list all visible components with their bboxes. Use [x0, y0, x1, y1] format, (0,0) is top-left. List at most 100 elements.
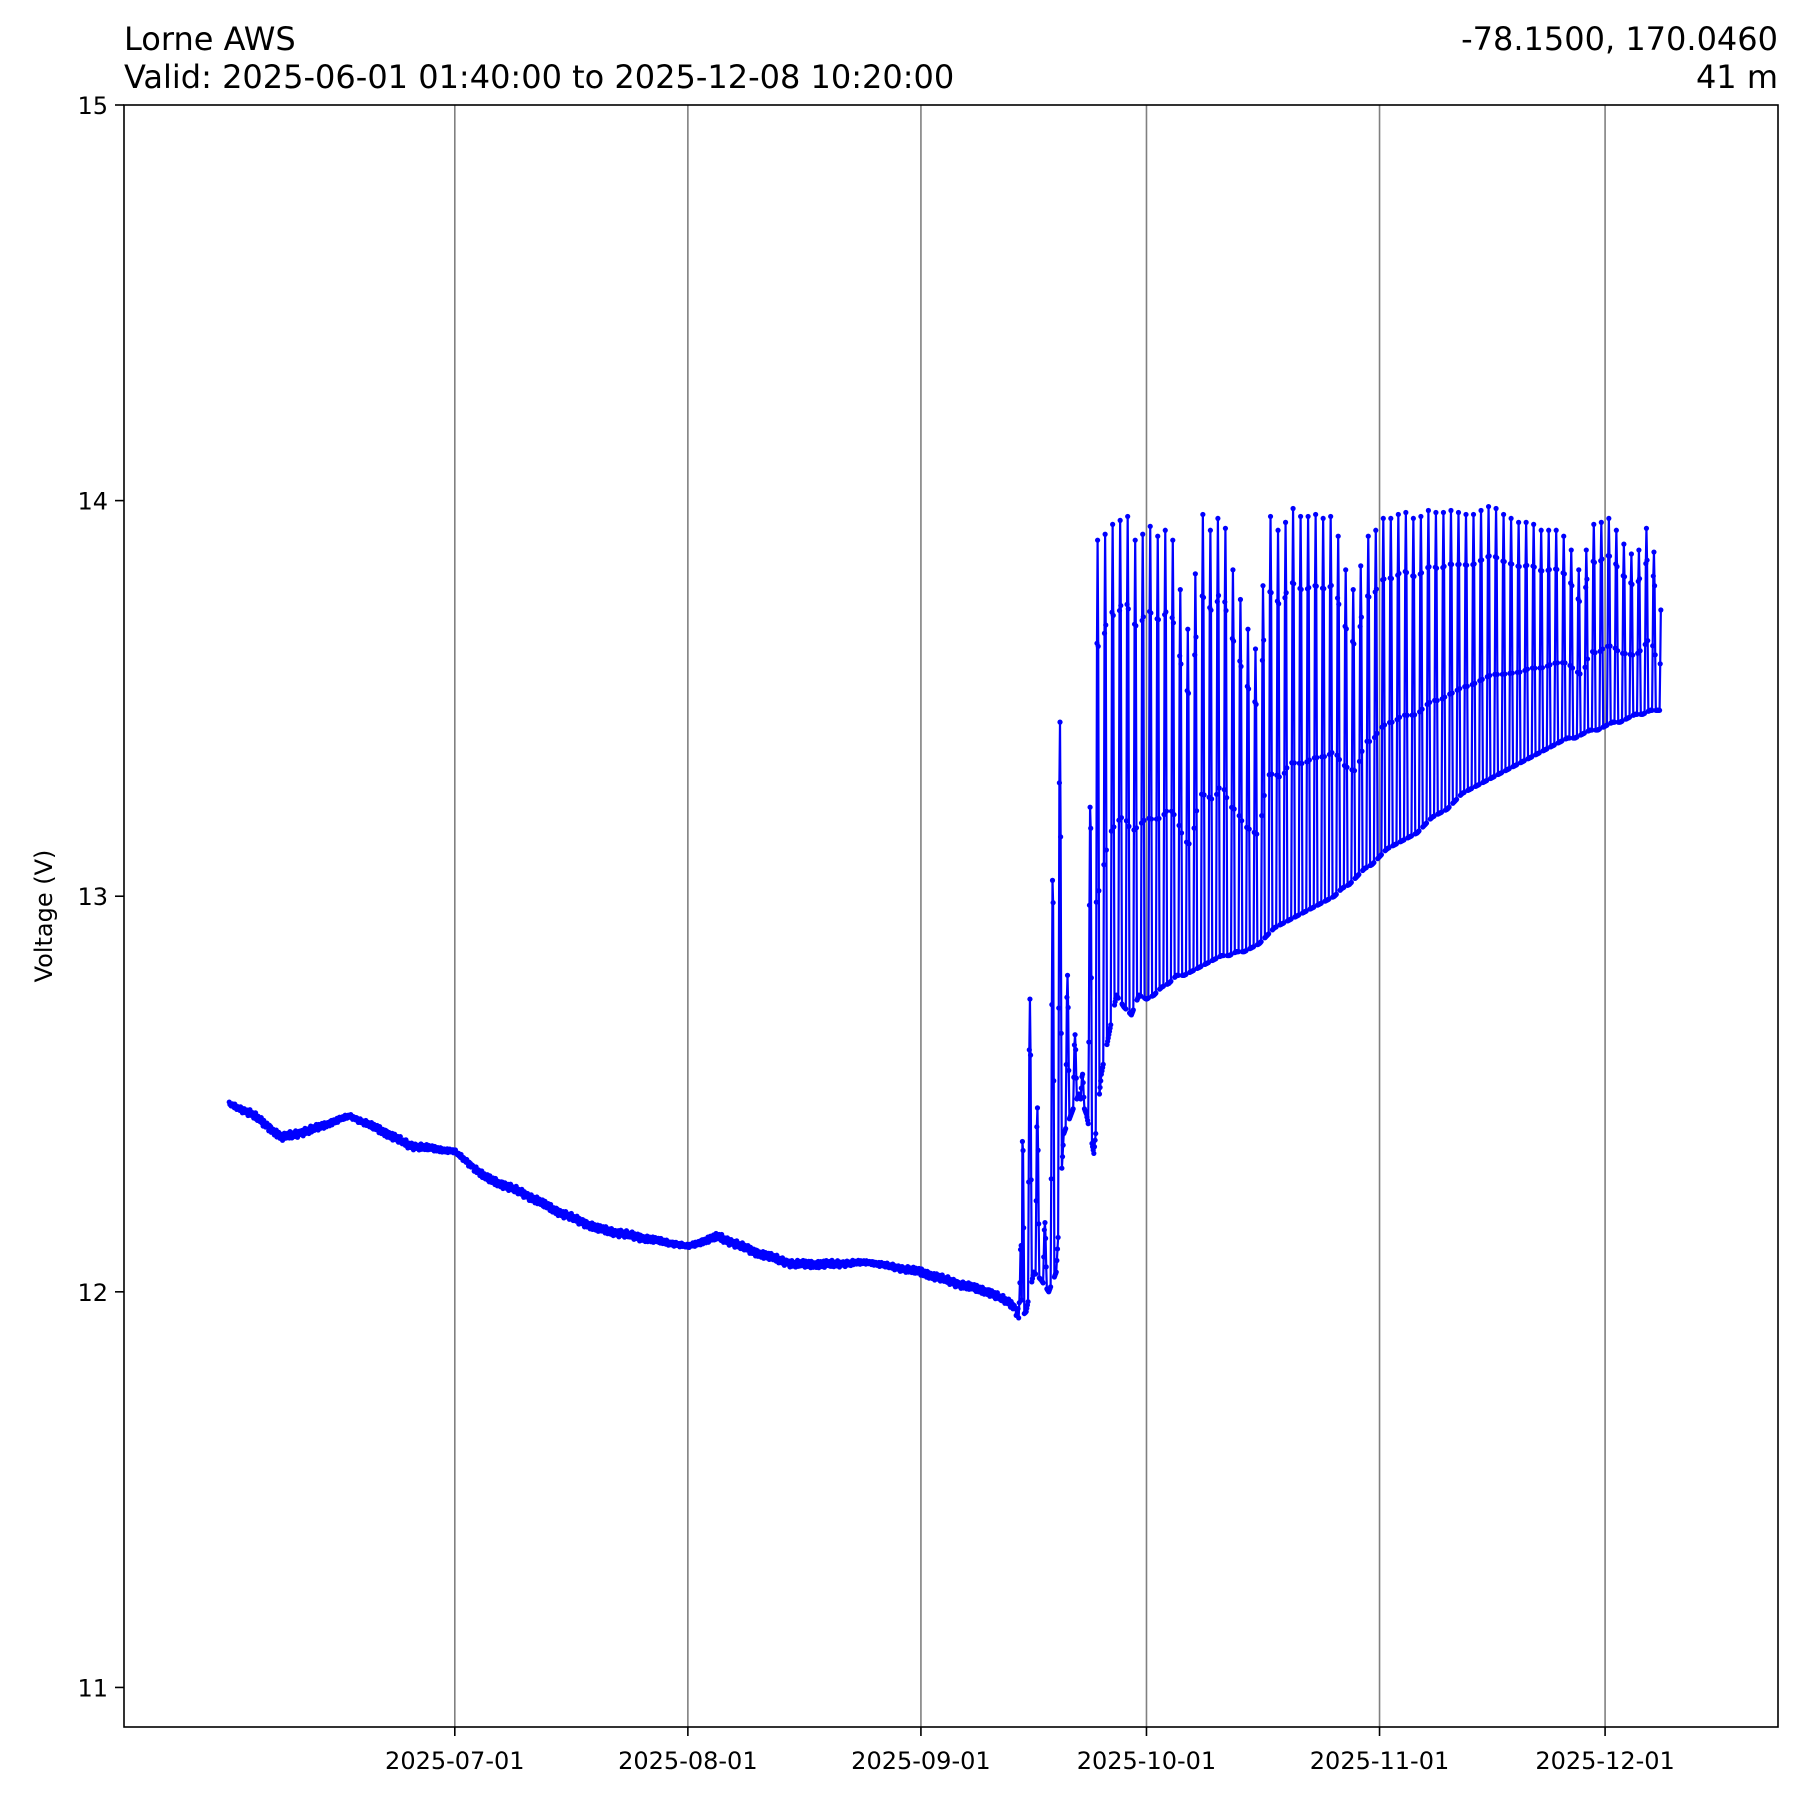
- data-point: [1630, 652, 1636, 658]
- data-point: [1125, 606, 1131, 612]
- data-point: [1215, 592, 1222, 599]
- data-point: [1621, 541, 1627, 547]
- data-point: [1054, 1246, 1061, 1252]
- data-point: [1201, 792, 1207, 798]
- data-point: [1411, 573, 1417, 579]
- data-point: [1040, 1280, 1046, 1286]
- data-point: [1531, 564, 1537, 570]
- data-point: [1236, 813, 1242, 819]
- data-point: [1584, 656, 1591, 662]
- data-point: [1531, 521, 1537, 527]
- data-point: [1643, 525, 1650, 531]
- data-point: [1125, 513, 1131, 520]
- data-point: [1108, 828, 1114, 834]
- data-point: [1284, 765, 1290, 771]
- data-point: [1628, 551, 1634, 557]
- data-point: [1306, 585, 1312, 591]
- data-point: [1259, 657, 1265, 663]
- data-point: [1054, 1257, 1060, 1264]
- data-point: [1373, 527, 1379, 533]
- data-point: [1252, 646, 1259, 652]
- data-point: [1269, 771, 1275, 777]
- data-point: [1561, 571, 1567, 577]
- data-point: [1237, 658, 1243, 664]
- data-point: [1598, 519, 1604, 525]
- data-point: [1357, 623, 1363, 630]
- data-point: [1071, 1042, 1078, 1048]
- y-axis: 11 12 13 14 15: [77, 92, 124, 1702]
- data-point: [1124, 601, 1130, 607]
- data-point: [1268, 590, 1274, 596]
- data-point: [1148, 816, 1155, 822]
- data-point: [1328, 513, 1334, 520]
- data-point: [1416, 828, 1422, 834]
- data-point: [1532, 665, 1538, 671]
- data-point: [1111, 824, 1117, 830]
- data-point: [1221, 787, 1227, 793]
- data-point: [1456, 561, 1462, 567]
- data-point: [1410, 515, 1416, 522]
- data-point: [1097, 1084, 1103, 1091]
- data-point: [1487, 672, 1493, 679]
- data-point: [1058, 1030, 1064, 1036]
- data-point: [1634, 711, 1640, 717]
- data-point: [1381, 722, 1388, 728]
- data-point: [1373, 586, 1379, 592]
- data-point: [1208, 607, 1214, 613]
- data-point: [1018, 1242, 1024, 1249]
- data-point: [1126, 823, 1132, 829]
- data-point: [1389, 719, 1395, 725]
- data-point: [1281, 770, 1287, 776]
- data-point: [1193, 634, 1199, 640]
- data-point: [1599, 556, 1605, 562]
- data-point: [1043, 1264, 1049, 1270]
- data-point: [1486, 553, 1492, 559]
- data-point: [1141, 817, 1147, 823]
- voltage-series: [226, 503, 1664, 1321]
- data-point: [1140, 614, 1146, 620]
- data-point: [1642, 641, 1648, 648]
- data-point: [1313, 583, 1319, 589]
- data-point: [1335, 533, 1341, 539]
- data-point: [1091, 1150, 1097, 1156]
- data-point: [1425, 507, 1431, 514]
- data-point: [1079, 1071, 1086, 1077]
- data-point: [1118, 602, 1124, 609]
- data-point: [1470, 511, 1477, 518]
- data-point: [1644, 557, 1650, 563]
- data-point: [1093, 899, 1099, 905]
- data-point: [1170, 620, 1177, 626]
- data-point: [1622, 650, 1628, 657]
- data-point: [1371, 734, 1378, 741]
- data-point: [1086, 902, 1093, 908]
- data-point: [1117, 517, 1123, 523]
- data-point: [1171, 811, 1177, 818]
- data-point: [1015, 1306, 1021, 1312]
- data-point: [1078, 1085, 1084, 1091]
- data-point: [1100, 1061, 1106, 1067]
- data-point: [1434, 697, 1440, 704]
- data-point: [1178, 661, 1184, 667]
- data-point: [1110, 521, 1116, 527]
- data-point: [1478, 507, 1484, 514]
- data-point: [1517, 669, 1523, 675]
- station-coordinates: -78.1500, 170.0460: [1461, 20, 1778, 58]
- data-point: [1130, 1007, 1136, 1013]
- data-point: [1192, 571, 1198, 577]
- data-point: [1358, 563, 1364, 569]
- data-point: [1388, 515, 1394, 522]
- y-tick-label: 13: [77, 883, 108, 911]
- data-point: [1599, 646, 1606, 652]
- data-point: [1412, 712, 1418, 718]
- data-point: [1060, 1142, 1066, 1148]
- data-point: [1547, 662, 1553, 668]
- data-point: [1230, 567, 1236, 573]
- data-point: [1034, 1124, 1040, 1130]
- data-point: [1333, 891, 1339, 897]
- data-point: [1464, 562, 1470, 568]
- data-point: [1508, 515, 1514, 522]
- data-point: [1321, 753, 1327, 760]
- data-point: [1191, 825, 1197, 831]
- data-point: [1282, 595, 1288, 601]
- data-point: [1224, 795, 1230, 801]
